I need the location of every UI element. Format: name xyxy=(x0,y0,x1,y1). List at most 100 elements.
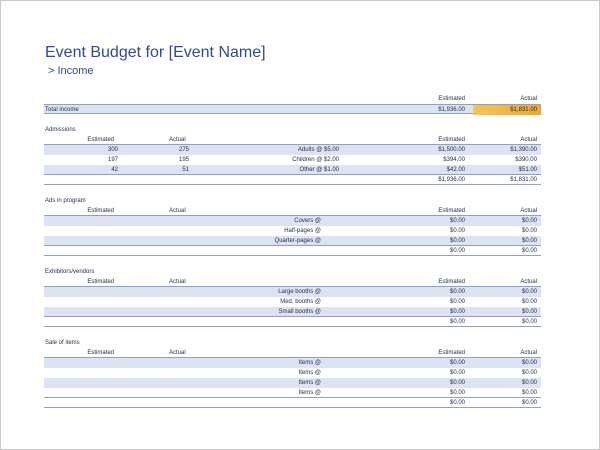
total-row: $0.00 $0.00 xyxy=(44,317,541,327)
qty-estimated[interactable]: 42 xyxy=(111,167,118,173)
table-row: Covers @ $0.00 $0.00 xyxy=(44,216,541,226)
total-income-block: Estimated Actual Total income $1,936.00 … xyxy=(44,94,541,115)
table-row: Items @ $0.00 $0.00 xyxy=(44,388,541,398)
col-estimated: Estimated xyxy=(87,279,114,285)
total-estimated: $0.00 xyxy=(449,248,465,254)
sale-section: Sale of items Estimated Actual Estimated… xyxy=(44,338,541,408)
table-row: 197 195 Children @ $2.00 $394.00 $390.00 xyxy=(44,155,541,165)
col-estimated: Estimated xyxy=(87,208,114,214)
col-actual-2: Actual xyxy=(520,208,537,214)
column-header-row: Estimated Actual Estimated Actual xyxy=(44,348,541,358)
qty-actual[interactable]: 51 xyxy=(182,167,189,173)
amount-actual: $0.00 xyxy=(521,370,537,376)
header-estimated: Estimated xyxy=(438,96,465,102)
item-label: Items @ xyxy=(298,370,321,376)
col-actual-2: Actual xyxy=(520,350,537,356)
section-title-row: Admissions xyxy=(44,125,541,135)
amount-estimated: $0.00 xyxy=(449,390,465,396)
table-row: Large booths @ $0.00 $0.00 xyxy=(44,287,541,297)
amount-actual: $0.00 xyxy=(521,390,537,396)
amount-estimated: $0.00 xyxy=(449,228,465,234)
total-estimated: $0.00 xyxy=(449,319,465,325)
total-actual: $0.00 xyxy=(521,248,537,254)
col-estimated-2: Estimated xyxy=(438,279,465,285)
amount-actual: $51.00 xyxy=(518,167,537,173)
amount-actual: $0.00 xyxy=(521,228,537,234)
amount-estimated: $0.00 xyxy=(449,370,465,376)
item-label: Small booths @ xyxy=(278,309,321,315)
amount-estimated: $0.00 xyxy=(449,238,465,244)
item-label: Items @ xyxy=(298,380,321,386)
admissions-section: Admissions Estimated Actual Estimated Ac… xyxy=(44,125,541,185)
table-row: Items @ $0.00 $0.00 xyxy=(44,358,541,368)
amount-actual: $0.00 xyxy=(521,309,537,315)
header-row: Estimated Actual xyxy=(44,94,541,104)
amount-actual: $0.00 xyxy=(521,360,537,366)
item-label: Half-pages @ xyxy=(284,228,321,234)
amount-estimated: $0.00 xyxy=(449,309,465,315)
amount-actual: $0.00 xyxy=(521,289,537,295)
col-actual: Actual xyxy=(169,350,186,356)
col-actual-2: Actual xyxy=(520,279,537,285)
ads-section: Ads in program Estimated Actual Estimate… xyxy=(44,196,541,256)
col-actual-2: Actual xyxy=(520,137,537,143)
item-label: Med. booths @ xyxy=(280,299,321,305)
amount-actual: $0.00 xyxy=(521,238,537,244)
column-header-row: Estimated Actual Estimated Actual xyxy=(44,206,541,216)
total-actual: $1,831.00 xyxy=(510,177,537,183)
col-estimated: Estimated xyxy=(87,350,114,356)
item-label: Children @ $2.00 xyxy=(292,157,339,163)
col-actual: Actual xyxy=(169,279,186,285)
qty-estimated[interactable]: 197 xyxy=(107,157,118,163)
total-income-label: Total income xyxy=(45,107,79,113)
item-label: Large booths @ xyxy=(278,289,321,295)
total-row: $1,936.00 $1,831.00 xyxy=(44,175,541,185)
qty-estimated[interactable]: 300 xyxy=(107,147,118,153)
col-actual: Actual xyxy=(169,137,186,143)
col-estimated: Estimated xyxy=(87,137,114,143)
page-title: Event Budget for [Event Name] xyxy=(45,44,266,61)
total-actual: $0.00 xyxy=(521,319,537,325)
exhibitors-section: Exhibitors/vendors Estimated Actual Esti… xyxy=(44,267,541,327)
total-income-row: Total income $1,936.00 $1,831.00 xyxy=(44,104,541,115)
amount-estimated: $0.00 xyxy=(449,218,465,224)
col-estimated-2: Estimated xyxy=(438,137,465,143)
amount-actual: $0.00 xyxy=(521,299,537,305)
table-row: 300 275 Adults @ $5.00 $1,500.00 $1,390.… xyxy=(44,145,541,155)
amount-estimated: $0.00 xyxy=(449,299,465,305)
table-row: Half-pages @ $0.00 $0.00 xyxy=(44,226,541,236)
item-label: Items @ xyxy=(298,390,321,396)
column-header-row: Estimated Actual Estimated Actual xyxy=(44,135,541,145)
header-actual: Actual xyxy=(520,96,537,102)
amount-actual: $0.00 xyxy=(521,218,537,224)
column-header-row: Estimated Actual Estimated Actual xyxy=(44,277,541,287)
col-actual: Actual xyxy=(169,208,186,214)
table-row: Items @ $0.00 $0.00 xyxy=(44,368,541,378)
amount-actual: $0.00 xyxy=(521,380,537,386)
total-row: $0.00 $0.00 xyxy=(44,246,541,256)
actual-highlight xyxy=(473,105,541,115)
amount-estimated: $42.00 xyxy=(446,167,465,173)
item-label: Covers @ xyxy=(294,218,321,224)
total-row: $0.00 $0.00 xyxy=(44,398,541,408)
total-income-actual[interactable]: $1,831.00 xyxy=(510,107,537,113)
exhibitors-label: Exhibitors/vendors xyxy=(45,269,95,275)
qty-actual[interactable]: 275 xyxy=(178,147,189,153)
table-row: Items @ $0.00 $0.00 xyxy=(44,378,541,388)
admissions-label: Admissions xyxy=(45,127,76,133)
item-label: Quarter-pages @ xyxy=(274,238,321,244)
table-row: 42 51 Other @ $1.00 $42.00 $51.00 xyxy=(44,165,541,175)
qty-actual[interactable]: 195 xyxy=(178,157,189,163)
amount-estimated: $1,500.00 xyxy=(438,147,465,153)
total-estimated: $1,936.00 xyxy=(438,177,465,183)
total-income-estimated[interactable]: $1,936.00 xyxy=(438,107,465,113)
total-estimated: $0.00 xyxy=(449,400,465,406)
section-title-row: Ads in program xyxy=(44,196,541,206)
item-label: Adults @ $5.00 xyxy=(297,147,339,153)
col-estimated-2: Estimated xyxy=(438,208,465,214)
table-row: Med. booths @ $0.00 $0.00 xyxy=(44,297,541,307)
amount-actual: $1,390.00 xyxy=(510,147,537,153)
amount-actual: $390.00 xyxy=(515,157,537,163)
table-row: Small booths @ $0.00 $0.00 xyxy=(44,307,541,317)
